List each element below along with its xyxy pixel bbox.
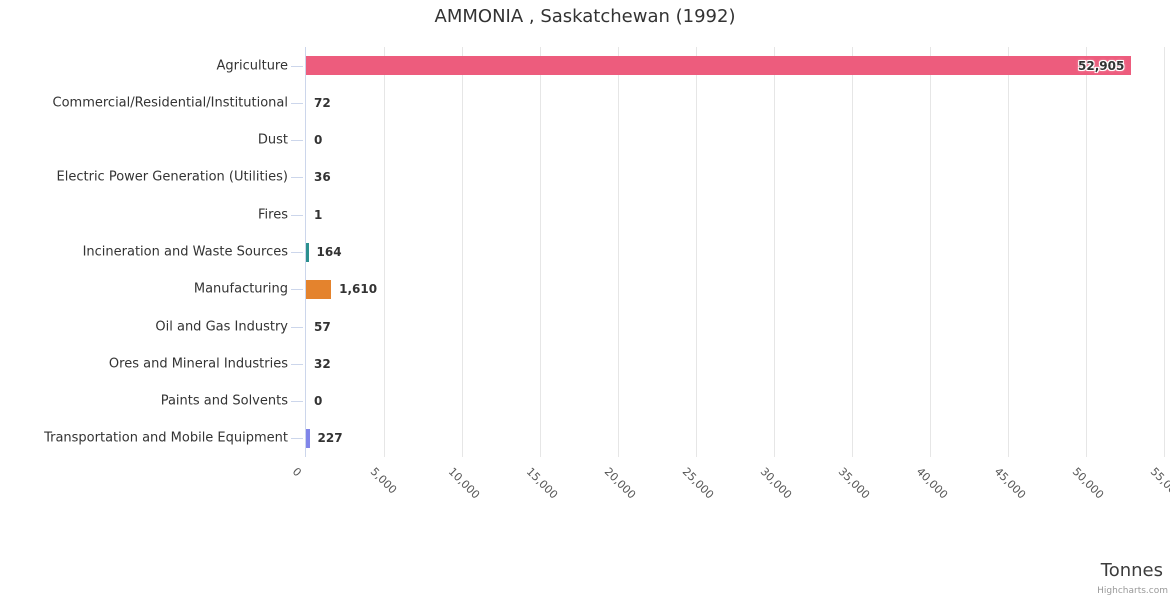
bar-value-label: 0 [314, 394, 323, 409]
grid-line [384, 47, 385, 457]
category-label: Agriculture [216, 58, 289, 74]
bar-value-label: 57 [314, 319, 331, 334]
plot-area: 52,905 72 0 36 1 164 1,610 57 32 0 227 [305, 47, 1165, 457]
chart-title: AMMONIA , Saskatchewan (1992) [434, 6, 736, 27]
bar-value-label: 32 [314, 356, 331, 371]
bar-value-label: 1 [314, 207, 323, 222]
category-label: Incineration and Waste Sources [82, 244, 288, 260]
bar[interactable] [306, 428, 310, 448]
value-axis-tick-label: 15,000 [523, 465, 561, 502]
category-axis: Agriculture Commercial/Residential/Instit… [0, 47, 288, 457]
highcharts-credit-link[interactable]: Highcharts.com [1097, 586, 1168, 596]
category-tick [291, 401, 303, 403]
grid-line [1008, 47, 1009, 457]
category-axis-ticks [291, 47, 305, 457]
category-tick [291, 214, 303, 216]
category-tick [291, 326, 303, 328]
category-label: Commercial/Residential/Institutional [52, 95, 289, 111]
category-label: Fires [258, 207, 288, 223]
grid-line [462, 47, 463, 457]
bar-value-label: 52,905 [1078, 58, 1125, 73]
bar-value-label: 0 [314, 133, 323, 148]
value-axis-tick-label: 30,000 [757, 465, 795, 502]
category-tick [291, 140, 303, 142]
category-label: Transportation and Mobile Equipment [44, 430, 288, 446]
grid-line [852, 47, 853, 457]
category-tick [291, 102, 303, 104]
value-axis-title: Tonnes [1100, 560, 1163, 581]
grid-line [696, 47, 697, 457]
bar-value-label: 164 [316, 245, 342, 259]
grid-line [1164, 47, 1165, 457]
value-axis-tick-label: 10,000 [445, 465, 483, 502]
grid-line [1086, 47, 1087, 457]
value-axis-tick-label: 50,000 [1069, 465, 1107, 502]
category-label: Oil and Gas Industry [155, 319, 288, 335]
bar-value-label: 36 [314, 170, 331, 185]
category-tick [291, 252, 303, 253]
value-axis-tick-label: 20,000 [601, 465, 639, 502]
bar[interactable] [306, 242, 309, 262]
value-axis-labels: 0 5,000 10,000 15,000 20,000 25,000 30,000 35,0… [290, 461, 1170, 551]
bar-value-label: 72 [314, 95, 331, 110]
value-axis-tick-label: 45,000 [991, 465, 1029, 502]
category-label: Paints and Solvents [160, 393, 288, 409]
category-tick [291, 363, 303, 365]
value-axis-tick-label: 40,000 [913, 465, 951, 502]
grid-line [540, 47, 541, 457]
bar-value-label: 1,610 [339, 282, 378, 297]
grid-line [618, 47, 619, 457]
value-axis-tick-label: 0 [289, 465, 304, 480]
value-axis-tick-label: 35,000 [835, 465, 873, 502]
category-label: Electric Power Generation (Utilities) [56, 169, 288, 185]
bar-value-label: 227 [317, 431, 343, 446]
category-tick [291, 438, 303, 440]
value-axis-tick-label: 5,000 [367, 465, 400, 497]
category-tick [291, 65, 303, 67]
grid-line [774, 47, 775, 457]
category-label: Ores and Mineral Industries [108, 356, 288, 372]
category-label: Dust [257, 132, 288, 148]
value-axis-tick-label: 55,000 [1147, 465, 1170, 502]
value-axis-tick-label: 25,000 [679, 465, 717, 502]
bar[interactable] [306, 56, 1132, 76]
category-tick [291, 177, 303, 179]
bar[interactable] [306, 279, 332, 299]
category-label: Manufacturing [193, 281, 288, 297]
grid-line [930, 47, 931, 457]
category-tick [291, 289, 303, 291]
